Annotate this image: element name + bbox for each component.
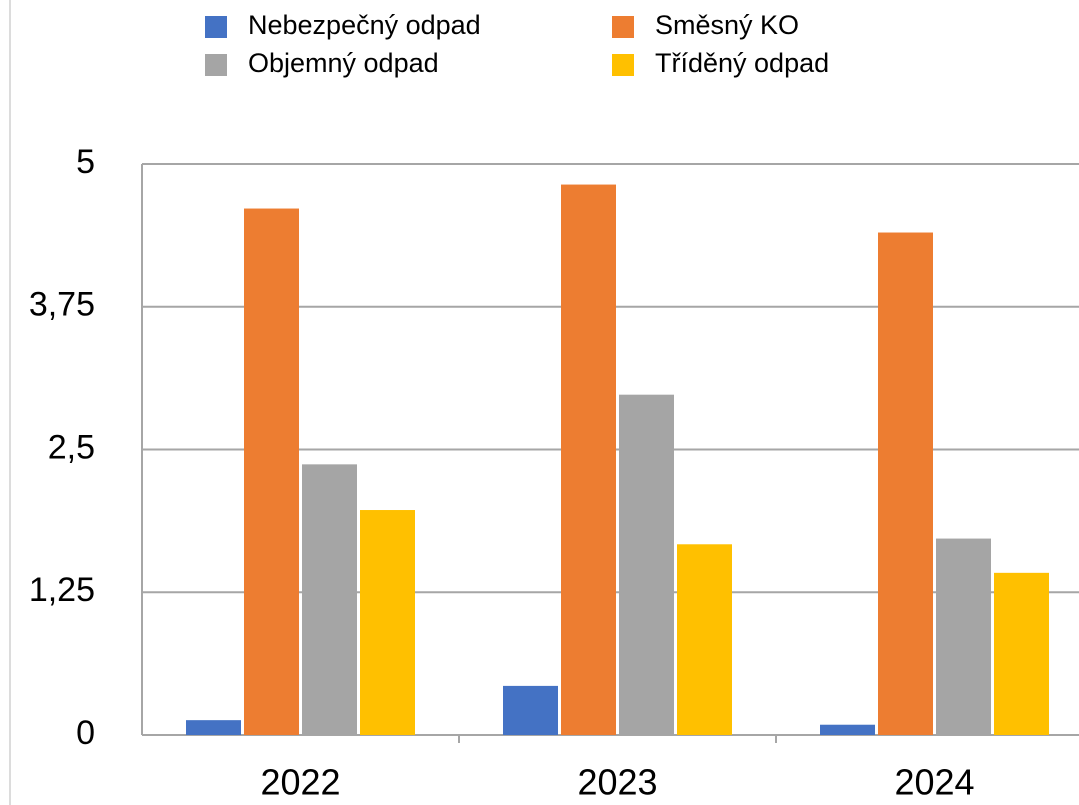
- legend-swatch: [612, 54, 634, 76]
- bar: [878, 232, 933, 735]
- bar: [302, 464, 357, 735]
- legend-label: Nebezpečný odpad: [248, 10, 481, 40]
- bar: [677, 544, 732, 735]
- legend-swatch: [612, 16, 634, 38]
- bar: [619, 394, 674, 735]
- legend-swatch: [205, 54, 227, 76]
- legend-label: Směsný KO: [655, 10, 799, 40]
- bar: [994, 572, 1049, 735]
- legend-label: Objemný odpad: [248, 48, 439, 78]
- chart-frame: [9, 0, 11, 805]
- legend-swatch: [205, 16, 227, 38]
- bar: [936, 538, 991, 735]
- bar: [820, 724, 875, 735]
- bar: [244, 208, 299, 736]
- bar: [561, 184, 616, 735]
- x-tick-label: 2023: [577, 762, 657, 803]
- y-tick-label: 5: [76, 143, 95, 181]
- y-tick-label: 0: [76, 714, 95, 752]
- bar: [186, 720, 241, 735]
- x-tick-label: 2022: [260, 762, 340, 803]
- y-tick-label: 3,75: [29, 286, 95, 324]
- bar: [360, 510, 415, 735]
- bar: [503, 685, 558, 735]
- y-tick-label: 1,25: [29, 571, 95, 609]
- x-tick-label: 2024: [894, 762, 974, 803]
- y-tick-label: 2,5: [48, 428, 95, 466]
- legend-label: Tříděný odpad: [655, 48, 829, 78]
